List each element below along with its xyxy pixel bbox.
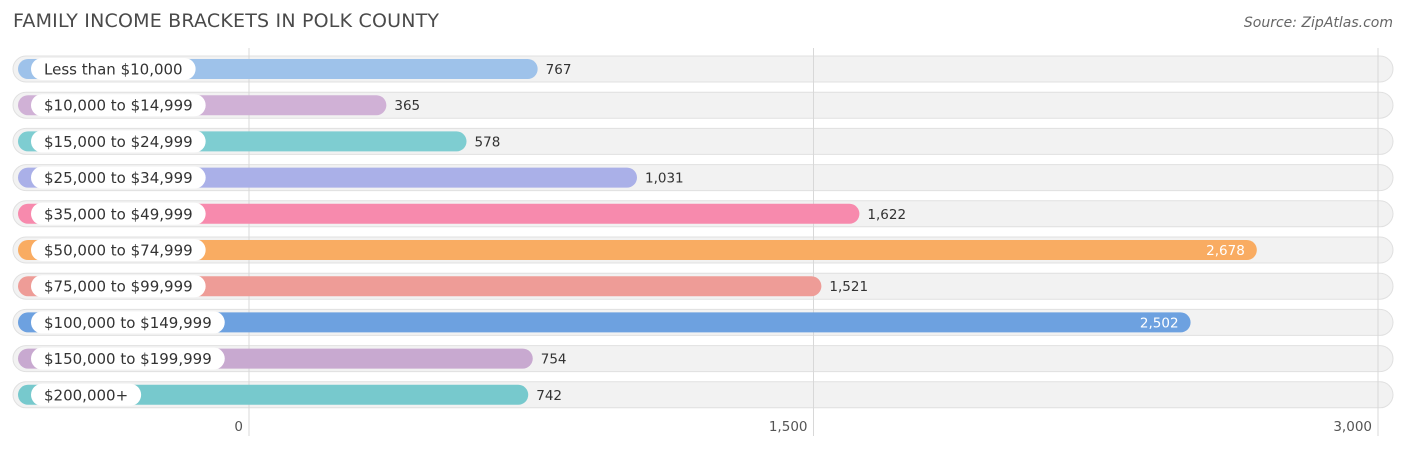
- category-label: Less than $10,000: [44, 61, 183, 79]
- bar: [18, 203, 860, 224]
- category-label: $35,000 to $49,999: [44, 205, 193, 223]
- category-label: $15,000 to $24,999: [44, 133, 193, 151]
- category-pill: [31, 239, 206, 261]
- value-label: 1,622: [867, 207, 906, 223]
- category-pill: [31, 130, 206, 153]
- value-label: 2,678: [1206, 243, 1245, 259]
- value-label: 767: [546, 62, 572, 78]
- value-label: 754: [541, 352, 567, 368]
- bar: [18, 384, 529, 405]
- category-label: $10,000 to $14,999: [44, 97, 193, 115]
- category-label: $100,000 to $149,999: [44, 314, 212, 332]
- category-label: $50,000 to $74,999: [44, 242, 193, 260]
- value-label: 578: [475, 134, 501, 150]
- category-pill: [31, 202, 206, 225]
- bar: [18, 240, 1257, 260]
- category-pill: [31, 58, 196, 80]
- value-label: 2,502: [1140, 315, 1179, 331]
- bar: [18, 276, 822, 297]
- category-pill: [31, 275, 206, 298]
- category-label: $200,000+: [44, 386, 128, 404]
- bar: [18, 312, 1191, 333]
- category-pill: [31, 311, 225, 334]
- tick-label: 1,500: [769, 419, 808, 435]
- tick-label: 0: [234, 419, 243, 435]
- value-label: 1,521: [829, 279, 868, 295]
- tick-label: 3,000: [1333, 419, 1372, 435]
- category-pill: [31, 166, 206, 189]
- value-label: 742: [536, 388, 562, 404]
- chart-title: FAMILY INCOME BRACKETS IN POLK COUNTY: [13, 10, 440, 32]
- category-label: $150,000 to $199,999: [44, 350, 212, 368]
- category-pill: [31, 94, 206, 117]
- category-pill: [31, 383, 142, 406]
- category-label: $25,000 to $34,999: [44, 169, 193, 187]
- category-pill: [31, 347, 225, 370]
- value-label: 1,031: [645, 171, 684, 187]
- value-label: 365: [394, 98, 420, 114]
- chart-source: Source: ZipAtlas.com: [1243, 15, 1393, 31]
- category-label: $75,000 to $99,999: [44, 278, 193, 296]
